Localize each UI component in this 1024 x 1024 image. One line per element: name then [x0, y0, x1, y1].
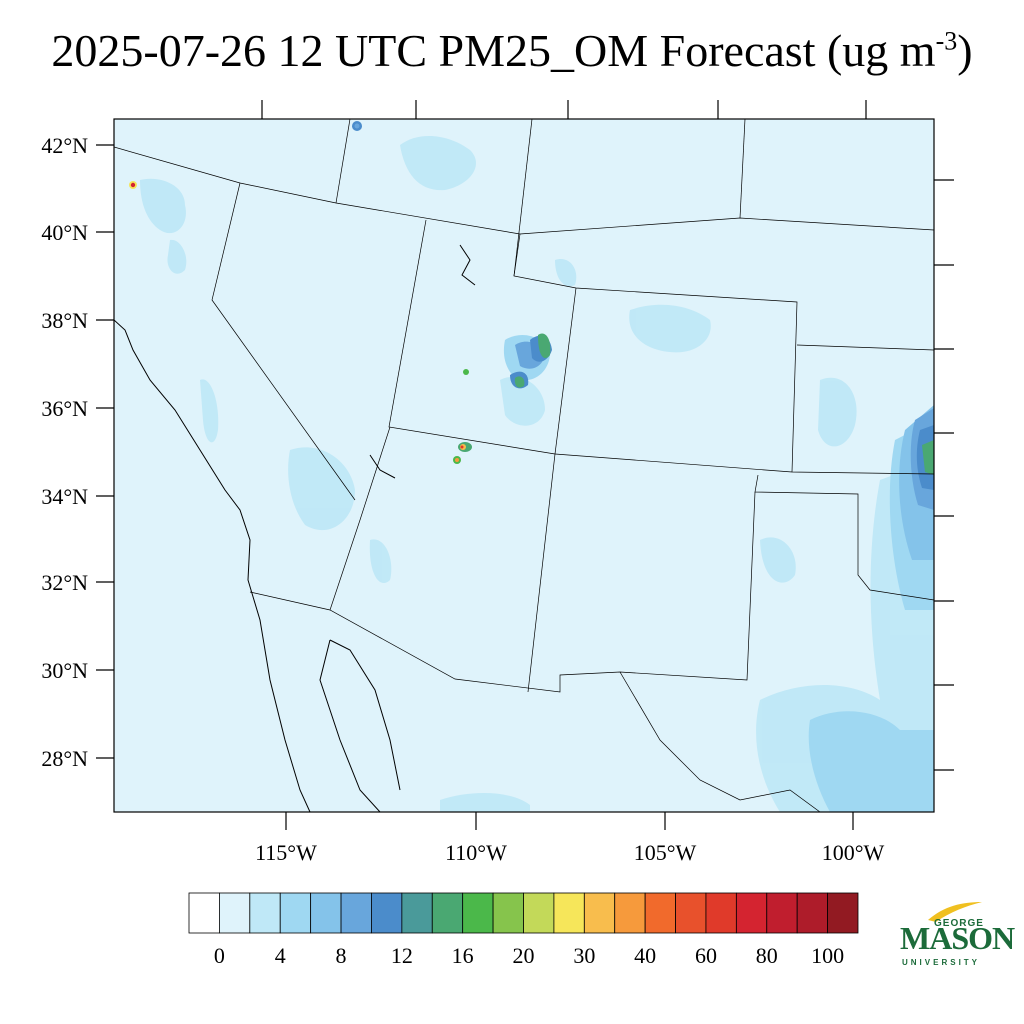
- coastline: [114, 244, 476, 812]
- colorbar-swatch: [644, 892, 676, 934]
- colorbar-label: 0: [214, 943, 225, 968]
- colorbar-label: 60: [695, 943, 717, 968]
- colorbar-label: 12: [391, 943, 413, 968]
- colorbar-swatch: [796, 892, 828, 934]
- colorbar-swatch: [827, 892, 859, 934]
- colorbar-swatch: [462, 892, 494, 934]
- lon-labels: 115°W 110°W 105°W 100°W: [255, 840, 884, 865]
- lat-label: 42°N: [41, 133, 88, 158]
- colorbar-swatch: [614, 892, 646, 934]
- colorbar-swatch: [279, 892, 312, 934]
- colorbar-swatch: [371, 892, 403, 934]
- colorbar-label: 20: [513, 943, 535, 968]
- colorbar-label: 100: [811, 943, 844, 968]
- fire-hotspots: [129, 121, 472, 464]
- lat-label: 40°N: [41, 220, 88, 245]
- lat-label: 30°N: [41, 658, 88, 683]
- colorbar-swatch: [523, 892, 555, 934]
- logo-swoosh-icon: [928, 902, 982, 922]
- colorbar-swatch: [766, 892, 798, 934]
- lon-label: 115°W: [255, 840, 317, 865]
- title-text: 2025-07-26 12 UTC PM25_OM Forecast (ug m: [51, 25, 936, 76]
- right-ticks: [934, 179, 954, 771]
- top-ticks: [261, 100, 867, 119]
- colorbar-swatch: [583, 892, 616, 934]
- title-exponent: -3: [935, 26, 958, 56]
- colorbar-swatch: [553, 892, 585, 934]
- colorbar-swatch: [735, 892, 768, 934]
- colorbar-label: 80: [756, 943, 778, 968]
- plot-title: 2025-07-26 12 UTC PM25_OM Forecast (ug m…: [0, 24, 1024, 77]
- colorbar-label: 4: [275, 943, 286, 968]
- gmu-logo: GEORGE MASON UNIVERSITY: [898, 900, 1015, 970]
- concentration-field: [129, 121, 934, 812]
- colorbar-swatch: [188, 892, 220, 934]
- logo-line3: UNIVERSITY: [902, 958, 981, 967]
- colorbar-swatch: [340, 892, 372, 934]
- lon-ticks: [285, 812, 854, 830]
- colorbar-swatch: [492, 892, 524, 934]
- colorbar-swatch: [219, 892, 251, 934]
- colorbar: [188, 892, 859, 934]
- lat-label: 36°N: [41, 396, 88, 421]
- map-frame: [113, 118, 935, 813]
- colorbar-swatch: [431, 892, 464, 934]
- lat-label: 34°N: [41, 484, 88, 509]
- title-close: ): [957, 25, 973, 76]
- lat-labels: 42°N 40°N 38°N 36°N 34°N 32°N 30°N 28°N: [41, 133, 88, 771]
- colorbar-label: 30: [573, 943, 595, 968]
- colorbar-swatch: [249, 892, 281, 934]
- lat-ticks: [96, 144, 114, 759]
- colorbar-labels: 0 4 8 12 16 20 30 40 60 80 100: [214, 943, 844, 968]
- lat-label: 32°N: [41, 570, 88, 595]
- colorbar-label: 40: [634, 943, 656, 968]
- lon-label: 105°W: [634, 840, 697, 865]
- logo-line1: GEORGE: [934, 918, 984, 929]
- colorbar-swatch: [401, 892, 433, 934]
- colorbar-label: 8: [336, 943, 347, 968]
- state-borders: [114, 119, 934, 812]
- logo-line2: MASON: [900, 920, 1015, 956]
- colorbar-label: 16: [452, 943, 474, 968]
- colorbar-swatch: [705, 892, 737, 934]
- colorbar-swatch: [310, 892, 342, 934]
- colorbar-swatch: [675, 892, 707, 934]
- lon-label: 100°W: [822, 840, 885, 865]
- lat-label: 28°N: [41, 746, 88, 771]
- lon-label: 110°W: [445, 840, 507, 865]
- lat-label: 38°N: [41, 308, 88, 333]
